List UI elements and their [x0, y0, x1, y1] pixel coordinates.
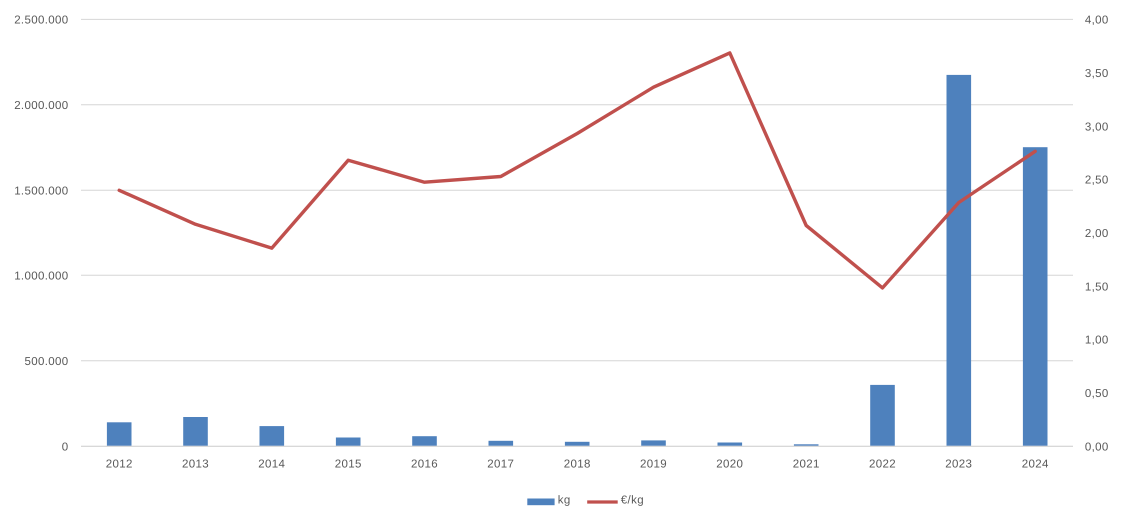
- svg-text:2021: 2021: [793, 459, 820, 471]
- svg-text:1,50: 1,50: [1085, 281, 1109, 293]
- svg-text:0,00: 0,00: [1085, 441, 1109, 453]
- svg-text:500.000: 500.000: [24, 356, 68, 368]
- svg-text:1.500.000: 1.500.000: [14, 185, 68, 197]
- svg-text:0: 0: [62, 441, 69, 453]
- svg-text:€/kg: €/kg: [621, 495, 644, 507]
- svg-text:kg: kg: [558, 495, 571, 507]
- svg-text:0,50: 0,50: [1085, 388, 1109, 400]
- svg-text:2016: 2016: [411, 459, 438, 471]
- svg-text:2015: 2015: [335, 459, 362, 471]
- svg-text:4,00: 4,00: [1085, 15, 1109, 27]
- svg-text:3,50: 3,50: [1085, 68, 1109, 80]
- svg-text:2023: 2023: [945, 459, 972, 471]
- svg-text:1,00: 1,00: [1085, 335, 1109, 347]
- svg-text:2.000.000: 2.000.000: [14, 100, 68, 112]
- svg-text:2.500.000: 2.500.000: [14, 15, 68, 27]
- svg-text:2014: 2014: [258, 459, 285, 471]
- svg-text:2017: 2017: [487, 459, 514, 471]
- svg-text:2024: 2024: [1022, 459, 1049, 471]
- svg-text:2,50: 2,50: [1085, 175, 1109, 187]
- svg-text:2020: 2020: [716, 459, 743, 471]
- svg-text:2,00: 2,00: [1085, 228, 1109, 240]
- svg-text:2012: 2012: [106, 459, 133, 471]
- svg-text:2018: 2018: [564, 459, 591, 471]
- svg-text:2013: 2013: [182, 459, 209, 471]
- svg-text:3,00: 3,00: [1085, 121, 1109, 133]
- svg-text:2022: 2022: [869, 459, 896, 471]
- svg-text:2019: 2019: [640, 459, 667, 471]
- svg-text:1.000.000: 1.000.000: [14, 271, 68, 283]
